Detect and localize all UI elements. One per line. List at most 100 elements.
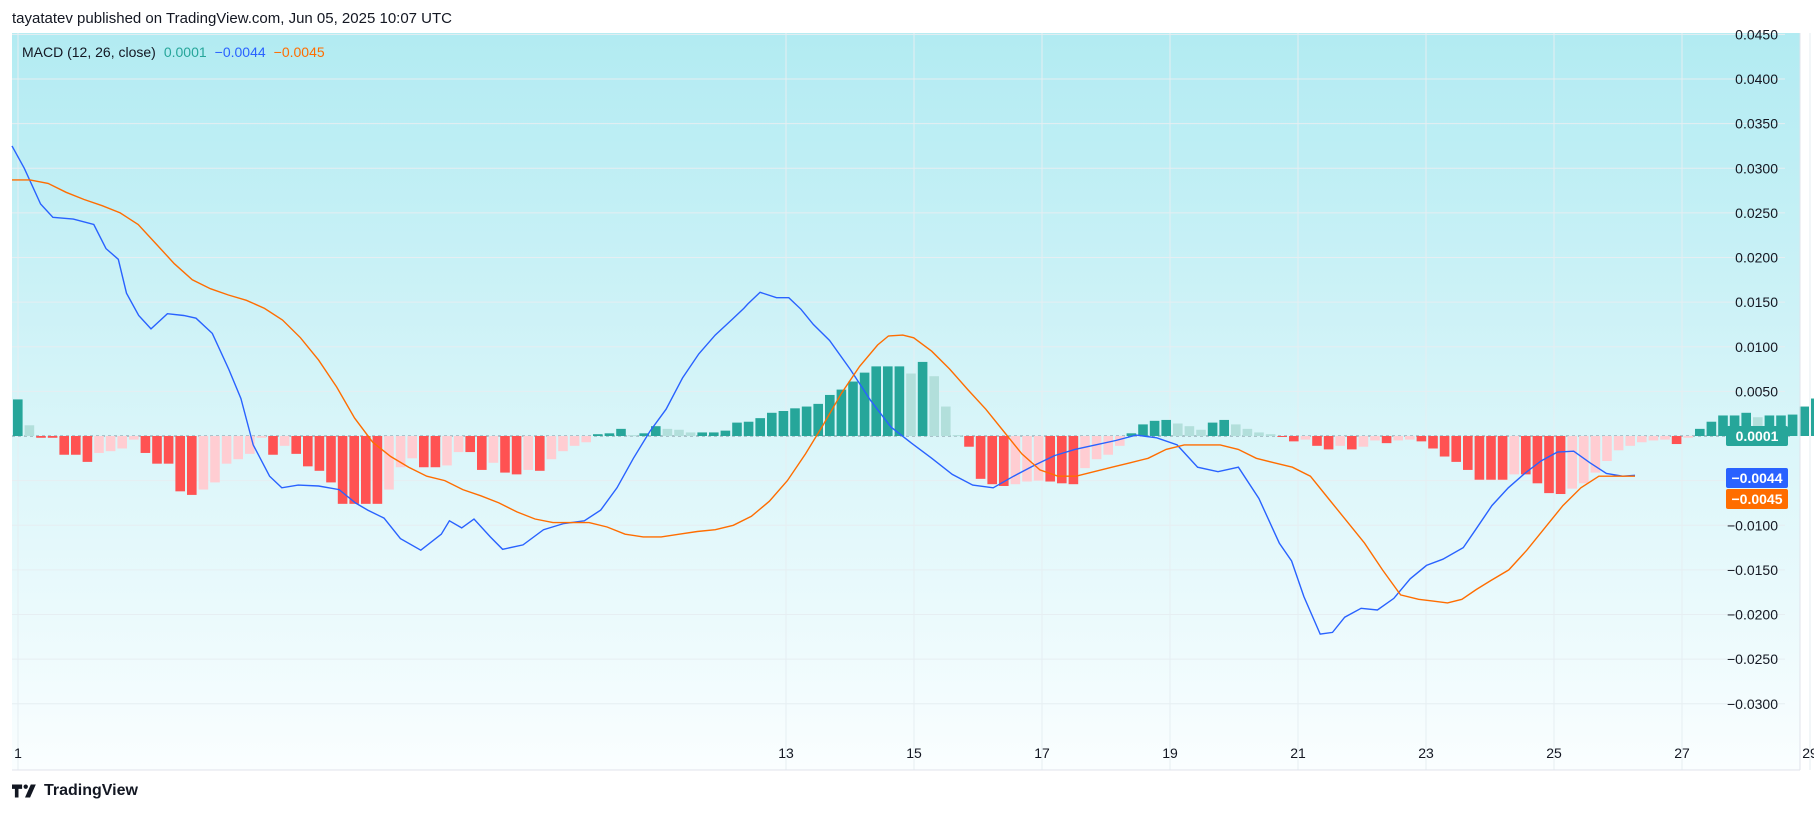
histogram-bar [1416, 436, 1427, 442]
x-tick-label: 25 [1546, 745, 1562, 761]
histogram-bar [1590, 436, 1601, 473]
histogram-bar [1695, 428, 1705, 436]
last-value-badge [1726, 489, 1788, 509]
signal-line [12, 179, 1635, 604]
histogram-bar [627, 435, 638, 437]
x-tick-label: 1 [14, 745, 22, 761]
x-tick-label: 21 [1290, 745, 1306, 761]
histogram-bar [1509, 436, 1519, 475]
histogram-bar [1184, 426, 1195, 436]
histogram-bar [709, 432, 719, 436]
histogram-bar [1811, 398, 1814, 436]
histogram-bar [407, 436, 417, 459]
histogram-bar [1323, 436, 1334, 450]
x-axis[interactable]: 1131517192123252729Jun35 [14, 745, 1814, 761]
last-value-text: −0.0045 [1732, 491, 1783, 507]
histogram-bar [1068, 436, 1079, 485]
y-tick-label: 0.0400 [1735, 71, 1778, 87]
last-value-badge [1726, 426, 1788, 446]
plot-background [12, 33, 1800, 770]
histogram-bar [871, 366, 881, 436]
footer-brand: TradingView [44, 782, 138, 799]
histogram-bar [836, 389, 847, 436]
histogram-bar [82, 436, 93, 462]
histogram-bar [697, 432, 707, 436]
histogram-bar [894, 366, 905, 436]
histogram-bar [1091, 436, 1102, 460]
histogram-bar [604, 433, 615, 436]
macd-line [11, 145, 1636, 635]
indicator-legend[interactable]: MACD (12, 26, close) 0.0001 −0.0044 −0.0… [22, 44, 325, 60]
histogram-bar [1764, 415, 1775, 436]
histogram-bar [1729, 415, 1740, 436]
x-tick-label: 23 [1418, 745, 1434, 761]
histogram-bar [129, 436, 139, 440]
legend-indicator-name: MACD (12, 26, close) [22, 44, 156, 60]
histogram-bar [314, 436, 325, 471]
histogram-bar [384, 436, 394, 490]
histogram-bar [1671, 436, 1682, 445]
grid-lines [12, 33, 1811, 770]
histogram-bar [105, 436, 116, 452]
histogram-bar [1138, 424, 1148, 436]
histogram-bar [987, 436, 997, 485]
last-value-badge [1726, 468, 1788, 488]
histogram-bar [1335, 436, 1345, 446]
histogram-bar [279, 436, 290, 446]
publisher-header: tayatatev published on TradingView.com, … [12, 10, 453, 27]
histogram-bar [221, 436, 232, 464]
histogram-bar [546, 436, 557, 460]
histogram-bar [1521, 436, 1531, 475]
histogram-bar [453, 436, 464, 453]
histogram-bar [1486, 436, 1496, 480]
histogram-bar [732, 422, 742, 436]
histogram-bar [1741, 412, 1751, 436]
y-tick-label: 0.0100 [1735, 339, 1778, 355]
x-tick-label: 27 [1674, 745, 1690, 761]
histogram-bar [163, 436, 174, 464]
histogram-bar [326, 436, 336, 483]
histogram-bar [1439, 436, 1450, 457]
y-tick-label: 0.0200 [1735, 250, 1778, 266]
y-tick-label: 0.0300 [1735, 160, 1778, 176]
histogram-bar [465, 436, 475, 453]
histogram-bar [152, 436, 162, 464]
histogram-bar [1080, 436, 1090, 469]
histogram-bar [361, 436, 371, 504]
histogram-bar [372, 436, 383, 504]
histogram-bar [117, 436, 127, 449]
histogram-bar [1126, 433, 1137, 436]
histogram-bar [1660, 436, 1670, 440]
histogram-bar [71, 436, 81, 455]
y-tick-label: −0.0300 [1727, 696, 1778, 712]
histogram-bar [59, 436, 69, 455]
histogram-bar [419, 436, 429, 468]
y-tick-label: 0.0350 [1735, 116, 1778, 132]
tradingview-logo-icon [12, 784, 36, 798]
histogram-bar [720, 430, 731, 436]
histogram-bar [187, 436, 197, 495]
histogram-bar [488, 436, 499, 463]
histogram-bar [1474, 436, 1485, 480]
histogram-bar [558, 436, 568, 452]
histogram-bar [1555, 436, 1566, 495]
histogram-bar [1358, 436, 1369, 447]
histogram-bar [1219, 419, 1229, 436]
histogram-bar [1579, 436, 1589, 484]
histogram-bar [906, 373, 916, 436]
x-tick-label: 17 [1034, 745, 1050, 761]
histogram-bar [1463, 436, 1473, 470]
histogram-bar [1161, 419, 1171, 436]
histogram-bar [1277, 436, 1287, 437]
histogram-bar [430, 436, 441, 468]
histogram-bar [175, 436, 185, 492]
histogram-bar [929, 376, 939, 436]
y-tick-label: −0.0150 [1727, 562, 1778, 578]
histogram-bar [1149, 420, 1160, 436]
histogram-bar [535, 436, 545, 471]
tradingview-footer[interactable]: TradingView [12, 782, 138, 800]
histogram-bar [917, 361, 928, 436]
histogram-bar [593, 434, 603, 436]
histogram-bar [198, 436, 209, 490]
